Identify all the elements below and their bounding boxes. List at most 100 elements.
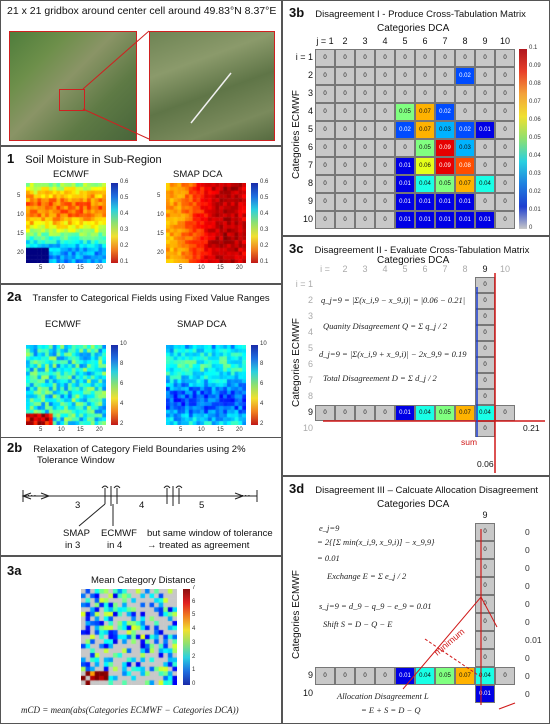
p3d-matrix-cell: 0 bbox=[475, 523, 495, 541]
p3b-matrix-cell: 0 bbox=[315, 67, 335, 85]
panel-soil-moisture: 1 Soil Moisture in Sub-Region ECMWF SMAP… bbox=[0, 146, 282, 284]
p3b-matrix-row-header: i = 1 bbox=[295, 52, 313, 62]
p3b-matrix-cell: 0 bbox=[355, 103, 375, 121]
p3d-right-value: 0 bbox=[525, 599, 530, 609]
p1-y-tick-right: 20 bbox=[157, 250, 164, 256]
panel-2a-number: 2a bbox=[7, 289, 22, 304]
p3b-matrix-cell: 0.05 bbox=[415, 139, 435, 157]
tolerance-number-line bbox=[21, 485, 258, 527]
p3b-matrix-cell: 0.01 bbox=[475, 211, 495, 229]
p3d-right-value: 0.01 bbox=[525, 635, 542, 645]
p3b-cbar-tick: 0.09 bbox=[529, 63, 541, 69]
p3b-matrix-cell: 0 bbox=[475, 157, 495, 175]
zoom-map bbox=[149, 31, 275, 141]
p3d-matrix-cell: 0 bbox=[475, 559, 495, 577]
p3b-matrix-cell: 0 bbox=[435, 49, 455, 67]
p2a-cbar-left-tick: 10 bbox=[120, 341, 127, 347]
eq-quantity-disagreement: Quanity Disagreement Q = Σ q_j / 2 bbox=[323, 321, 448, 331]
p3b-matrix-cell: 0.07 bbox=[455, 175, 475, 193]
p3b-matrix-cell: 0.05 bbox=[435, 175, 455, 193]
p3b-matrix-cell: 0 bbox=[395, 139, 415, 157]
p3c-matrix-col-header: 3 bbox=[362, 264, 368, 274]
p3b-matrix-cell: 0 bbox=[355, 211, 375, 229]
p3b-matrix-cell: 0 bbox=[335, 103, 355, 121]
p3d-matrix-row-header: 10 bbox=[302, 688, 313, 698]
p1-cbar-left-tick: 0.3 bbox=[120, 227, 129, 233]
p3b-matrix-cell: 0 bbox=[495, 211, 515, 229]
p3c-matrix-col-header: 7 bbox=[442, 264, 448, 274]
p3a-heading: Mean Category Distance bbox=[91, 575, 196, 586]
p1-x-tick-right: 15 bbox=[217, 265, 224, 271]
p2a-x-tick-right: 5 bbox=[179, 427, 183, 433]
p3b-matrix-cell: 0 bbox=[475, 67, 495, 85]
p3b-matrix-cell: 0 bbox=[335, 49, 355, 67]
p3b-matrix-col-header: 10 bbox=[499, 36, 510, 46]
map-title: 21 x 21 gridbox around center cell aroun… bbox=[7, 5, 277, 17]
p1-y-tick-left: 10 bbox=[17, 212, 24, 218]
p1-y-tick-left: 5 bbox=[17, 193, 21, 199]
p3b-matrix-cell: 0 bbox=[315, 211, 335, 229]
smap-note-2: in 3 bbox=[65, 540, 81, 551]
p3b-matrix-cell: 0 bbox=[335, 139, 355, 157]
p3b-matrix-cell: 0 bbox=[355, 67, 375, 85]
p3b-cbar-tick: 0.05 bbox=[529, 135, 541, 141]
p3b-col-axis: Categories DCA bbox=[377, 23, 450, 34]
mean-category-distance-map bbox=[81, 589, 177, 685]
p3b-matrix-cell: 0.01 bbox=[395, 157, 415, 175]
p3c-matrix-row-header: 9 bbox=[307, 407, 313, 417]
p3b-matrix-cell: 0 bbox=[475, 193, 495, 211]
p3b-matrix-col-header: 5 bbox=[402, 36, 408, 46]
ecmwf-category-map bbox=[26, 345, 106, 425]
p3b-cbar-tick: 0.06 bbox=[529, 117, 541, 123]
p3b-matrix-cell: 0.01 bbox=[395, 211, 415, 229]
p3d-right-value: 0 bbox=[525, 563, 530, 573]
p3d-right-value: 0 bbox=[525, 527, 530, 537]
p3d-right-value: 0 bbox=[525, 617, 530, 627]
p2a-x-tick-left: 5 bbox=[39, 427, 43, 433]
p3b-matrix-row-header: 6 bbox=[307, 142, 313, 152]
p3b-matrix-cell: 0.04 bbox=[475, 175, 495, 193]
p3d-matrix-cell: 0.07 bbox=[455, 667, 475, 685]
eq-q-j: q_j=9 = |Σ(x_i,9 − x_9,i)| = |0.06 − 0.2… bbox=[321, 295, 466, 305]
p1-right-label: SMAP DCA bbox=[173, 169, 223, 180]
p3b-matrix-cell: 0.02 bbox=[435, 103, 455, 121]
eq-s-j: s_j=9 = d_9 − q_9 − e_9 = 0.01 bbox=[319, 601, 432, 611]
p3b-matrix-cell: 0.01 bbox=[415, 193, 435, 211]
p3b-matrix-cell: 0.01 bbox=[475, 121, 495, 139]
panel-3b-heading: Disagreement I - Produce Cross-Tabulatio… bbox=[315, 9, 526, 20]
p3b-matrix-cell: 0 bbox=[495, 67, 515, 85]
p2a-cbar-left-tick: 6 bbox=[120, 381, 124, 387]
p3b-matrix-cell: 0 bbox=[375, 139, 395, 157]
p3b-matrix-cell: 0 bbox=[375, 103, 395, 121]
p3b-matrix-col-header: 9 bbox=[482, 36, 488, 46]
p3b-matrix-cell: 0 bbox=[375, 121, 395, 139]
p3b-matrix-cell: 0 bbox=[335, 175, 355, 193]
p3b-matrix-row-header: 7 bbox=[307, 160, 313, 170]
panel-3c-title: 3c Disagreement II - Evaluate Cross-Tabu… bbox=[289, 241, 529, 256]
panel-evaluate-matrix: 3c Disagreement II - Evaluate Cross-Tabu… bbox=[282, 236, 550, 476]
ecmwf-note-1: ECMWF bbox=[101, 528, 137, 539]
p3b-matrix-cell: 0.04 bbox=[415, 175, 435, 193]
panel-2b-title: 2b Relaxation of Category Field Boundari… bbox=[7, 440, 246, 455]
panel-3b-number: 3b bbox=[289, 5, 305, 20]
p1-y-tick-right: 5 bbox=[157, 193, 161, 199]
p3c-matrix-col-header: 6 bbox=[422, 264, 428, 274]
p3d-col-axis: Categories DCA bbox=[377, 499, 450, 510]
mcd-formula: mCD = mean(abs(Categories ECMWF − Catego… bbox=[21, 705, 239, 715]
p2a-cbar-right-tick: 8 bbox=[260, 361, 264, 367]
p2a-x-tick-left: 20 bbox=[96, 427, 103, 433]
panel-2b-heading-1: Relaxation of Category Field Boundaries … bbox=[33, 444, 246, 455]
row-sum-value: 0.21 bbox=[523, 423, 540, 433]
p3b-matrix-cell: 0.09 bbox=[435, 139, 455, 157]
p3b-matrix-cell: 0.06 bbox=[415, 157, 435, 175]
p1-y-tick-left: 20 bbox=[17, 250, 24, 256]
p3b-cbar-tick: 0.1 bbox=[529, 45, 538, 51]
p3b-matrix-row-header: 9 bbox=[307, 196, 313, 206]
p3d-matrix-cell: 0.01 bbox=[475, 685, 495, 703]
p3d-right-value: 0 bbox=[525, 689, 530, 699]
p1-left-label: ECMWF bbox=[53, 169, 89, 180]
p3d-matrix-cell: 0 bbox=[335, 667, 355, 685]
p1-cbar-right-tick: 0.2 bbox=[260, 243, 269, 249]
p3c-matrix-row-header: 10 bbox=[302, 423, 313, 433]
p1-cbar-right-tick: 0.3 bbox=[260, 227, 269, 233]
